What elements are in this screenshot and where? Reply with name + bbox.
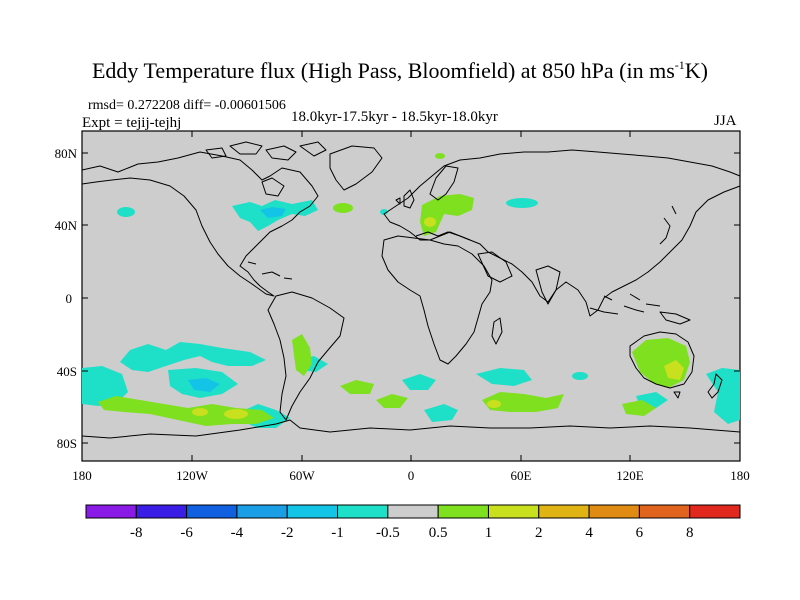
colorbar-box-6 bbox=[387, 504, 439, 519]
coastline-australia bbox=[629, 331, 695, 389]
anomaly-negative-north-america-core bbox=[260, 207, 286, 218]
coastline-new-guinea bbox=[659, 311, 691, 325]
anomaly-positive-australia-core bbox=[664, 360, 684, 380]
title-end: K) bbox=[684, 58, 708, 83]
lon-label-180e: 180 bbox=[730, 468, 750, 483]
anomaly-negative-indian-ocean-b bbox=[424, 404, 458, 422]
latitude-axis: 80N 40N 0 40S 80S bbox=[55, 146, 740, 451]
coastline-greenland bbox=[329, 145, 383, 191]
anomaly-negative-atlantic-small bbox=[380, 209, 388, 215]
colorbar-box-3 bbox=[236, 504, 288, 519]
anomaly-positive-south-pacific bbox=[98, 396, 274, 426]
longitude-axis: 180 120W 60W 0 60E 120E 180 bbox=[72, 131, 750, 483]
anomaly-positive-tasman bbox=[622, 400, 656, 416]
coastline-antarctica bbox=[81, 419, 741, 439]
colorbar-box-7 bbox=[437, 504, 489, 519]
anomaly-positive-south-america bbox=[292, 334, 312, 376]
colorbar-label-2: -4 bbox=[231, 525, 244, 541]
anomaly-positive-atlantic bbox=[333, 203, 353, 213]
colorbar-box-12 bbox=[689, 504, 741, 519]
colorbar-label-8: 2 bbox=[535, 525, 543, 541]
colorbar: -8 -6 -4 -2 -1 -0.5 0.5 1 2 4 6 8 bbox=[85, 504, 741, 541]
season-label: JJA bbox=[714, 113, 737, 129]
lat-label-80s: 80S bbox=[57, 436, 77, 451]
coastline-eurasia bbox=[383, 149, 741, 317]
lon-label-0: 0 bbox=[408, 468, 415, 483]
anomaly-positive-europe-core bbox=[424, 217, 436, 227]
coastline-caribbean bbox=[247, 261, 293, 280]
colorbar-label-4: -1 bbox=[331, 525, 344, 541]
coastline-north-america bbox=[81, 151, 319, 297]
anomaly-negative-pacific bbox=[117, 207, 135, 217]
colorbar-label-11: 8 bbox=[686, 525, 694, 541]
colorbar-label-5: -0.5 bbox=[376, 525, 400, 541]
coastline-arctic-islands bbox=[205, 141, 327, 161]
lon-label-120w: 120W bbox=[176, 468, 209, 483]
lat-label-0: 0 bbox=[66, 291, 73, 306]
coastline-india bbox=[535, 265, 561, 305]
anomaly-positive-south-pacific-core bbox=[224, 409, 248, 419]
colorbar-label-1: -6 bbox=[180, 525, 193, 541]
coastline-africa bbox=[381, 235, 493, 365]
colorbar-boxes bbox=[85, 504, 741, 519]
lat-label-40s: 40S bbox=[57, 364, 77, 379]
anomaly-positive-indian-ocean-core bbox=[487, 400, 501, 408]
coastline-indonesia bbox=[589, 293, 661, 315]
colorbar-box-4 bbox=[286, 504, 339, 519]
lat-label-40n: 40N bbox=[55, 218, 78, 233]
coastline-new-zealand bbox=[673, 373, 723, 399]
map-panel bbox=[81, 130, 741, 462]
coastline-scandinavia bbox=[429, 165, 459, 201]
anomaly-negative-indian-ocean-a bbox=[476, 368, 532, 386]
anomaly-positive-south-pacific-core-b bbox=[192, 408, 208, 416]
coastline-arabia bbox=[477, 251, 513, 283]
coastline-mediterranean bbox=[415, 231, 471, 241]
stats-text: rmsd= 0.272208 diff= -0.00601506 bbox=[88, 98, 286, 113]
title-main: Eddy Temperature flux (High Pass, Bloomf… bbox=[91, 58, 675, 83]
colorbar-label-7: 1 bbox=[485, 525, 493, 541]
colorbar-box-0 bbox=[85, 504, 137, 519]
anomaly-negative-asia bbox=[506, 198, 538, 208]
colorbar-box-9 bbox=[538, 504, 590, 519]
anomaly-negative-south-atlantic-b bbox=[402, 374, 436, 390]
anomaly-negative-south-pacific-core bbox=[188, 378, 220, 392]
lat-label-80n: 80N bbox=[55, 146, 78, 161]
colorbar-label-9: 4 bbox=[585, 525, 593, 541]
anomaly-negative-west-edge bbox=[82, 366, 128, 406]
coastline-british-isles bbox=[395, 189, 415, 209]
map-title: Eddy Temperature flux (High Pass, Bloomf… bbox=[0, 58, 800, 84]
lon-label-120e: 120E bbox=[616, 468, 644, 483]
colorbar-label-0: -8 bbox=[130, 525, 143, 541]
coastlines bbox=[81, 141, 741, 439]
title-superscript: -1 bbox=[674, 58, 685, 72]
period-label: 18.0kyr-17.5kyr - 18.5kyr-18.0kyr bbox=[291, 109, 498, 125]
anomaly-positive-south-atlantic bbox=[340, 380, 374, 394]
anomaly-positive-indian-ocean bbox=[482, 392, 564, 412]
colorbar-labels: -8 -6 -4 -2 -1 -0.5 0.5 1 2 4 6 8 bbox=[130, 525, 693, 541]
colorbar-label-3: -2 bbox=[281, 525, 294, 541]
coastline-japan bbox=[659, 205, 677, 245]
lon-label-180w: 180 bbox=[72, 468, 92, 483]
anomaly-positive-scandinavia bbox=[435, 153, 445, 159]
lon-label-60e: 60E bbox=[511, 468, 532, 483]
coastline-hudson-bay bbox=[261, 177, 285, 197]
colorbar-box-8 bbox=[487, 504, 540, 519]
coastline-south-america bbox=[267, 291, 345, 421]
colorbar-label-6: 0.5 bbox=[429, 525, 448, 541]
colorbar-box-2 bbox=[186, 504, 238, 519]
colorbar-box-5 bbox=[337, 504, 389, 519]
anomaly-negative-south-pacific-a bbox=[120, 342, 266, 372]
anomaly-negative-indian-ocean-small bbox=[572, 372, 588, 380]
experiment-label: Expt = tejij-tejhj bbox=[82, 115, 182, 131]
colorbar-box-10 bbox=[588, 504, 640, 519]
colorbar-box-1 bbox=[135, 504, 188, 519]
anomaly-contours bbox=[82, 153, 740, 428]
coastline-madagascar bbox=[491, 317, 503, 345]
anomaly-positive-south-atlantic-b bbox=[376, 394, 408, 408]
colorbar-label-10: 6 bbox=[636, 525, 644, 541]
lon-label-60w: 60W bbox=[289, 468, 315, 483]
colorbar-box-11 bbox=[638, 504, 691, 519]
